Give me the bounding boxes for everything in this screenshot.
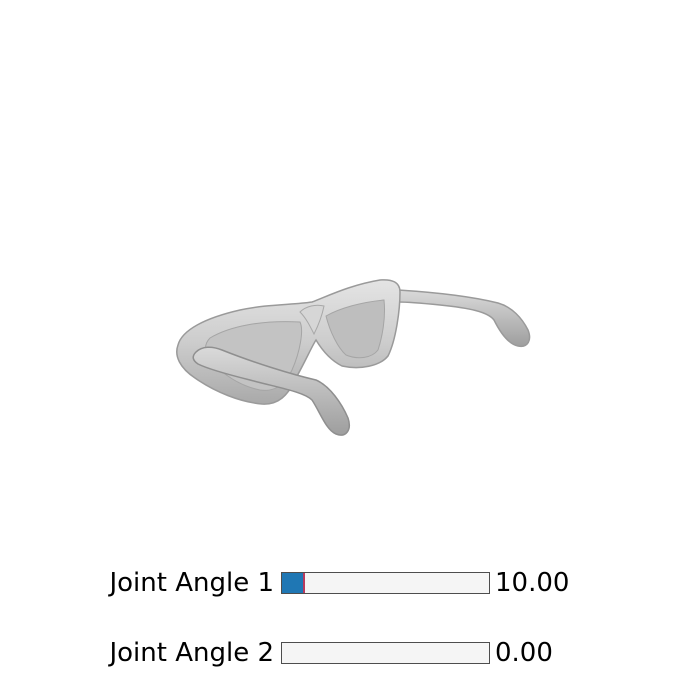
joint-angle-2-value: 0.00 xyxy=(495,638,553,668)
joint-angle-1-handle[interactable] xyxy=(302,573,305,593)
joint-angle-1-label: Joint Angle 1 xyxy=(109,568,274,598)
joint-angle-2-label: Joint Angle 2 xyxy=(109,638,274,668)
right-lens xyxy=(325,299,385,359)
right-temple-arm xyxy=(397,289,531,348)
joint-angle-1-slider: Joint Angle 1 10.00 xyxy=(0,568,700,598)
joint-angle-1-fill xyxy=(282,573,304,593)
left-temple-arm xyxy=(192,346,350,436)
joint-angle-1-value: 10.00 xyxy=(495,568,570,598)
sunglasses-mesh-icon xyxy=(176,279,531,436)
joint-angle-2-track[interactable] xyxy=(281,642,490,664)
joint-angle-2-slider: Joint Angle 2 0.00 xyxy=(0,638,700,668)
nose-bridge xyxy=(299,304,325,336)
3d-viewport[interactable] xyxy=(0,0,700,540)
joint-angle-1-track[interactable] xyxy=(281,572,490,594)
